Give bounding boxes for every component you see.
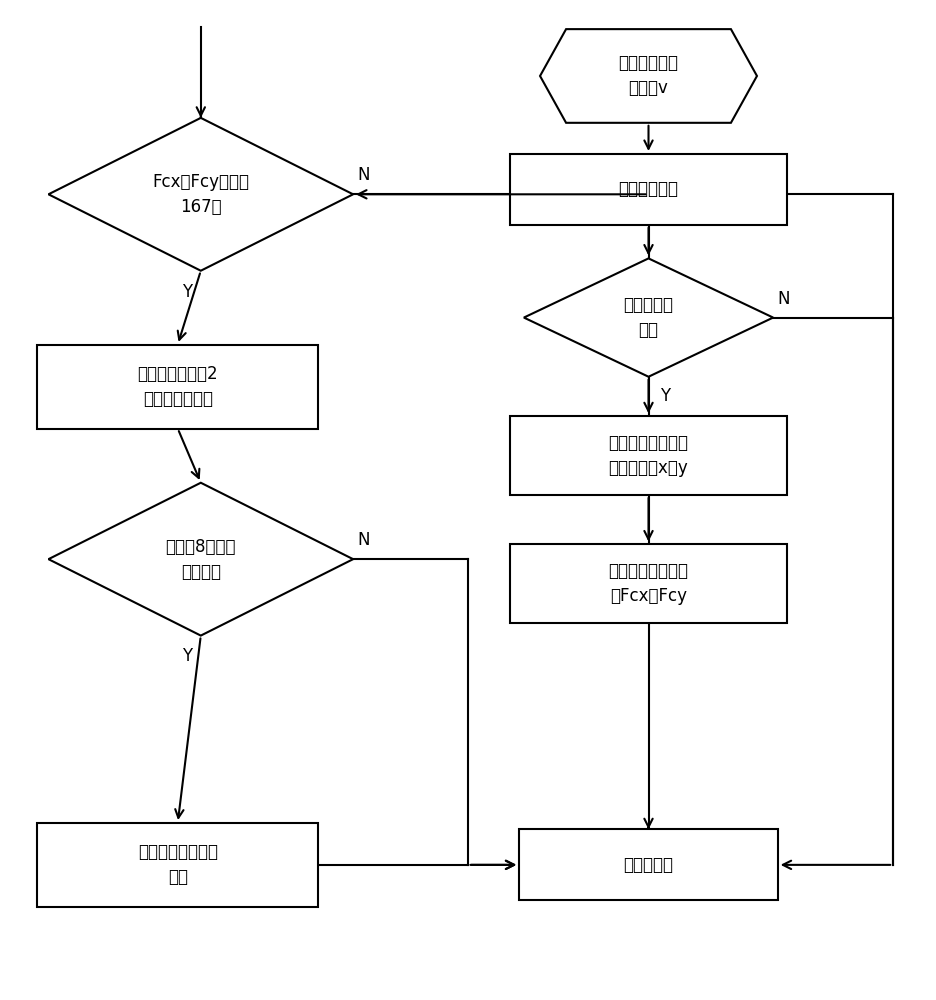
Bar — [519, 829, 777, 900]
Bar — [509, 544, 786, 623]
Text: 读入同步采集等角
度振动信号x、y: 读入同步采集等角 度振动信号x、y — [607, 434, 688, 477]
Text: N: N — [777, 290, 789, 308]
Text: 存在联轴器不对中
故障: 存在联轴器不对中 故障 — [138, 843, 217, 886]
Polygon shape — [49, 483, 353, 636]
Text: 存在过大峰
值？: 存在过大峰 值？ — [622, 296, 673, 339]
Text: Fcx、Fcy均小于
167？: Fcx、Fcy均小于 167？ — [153, 173, 249, 216]
Bar — [37, 823, 318, 907]
Bar — [509, 154, 786, 225]
Text: 绘制基于频域的2
倍合成轴心轨迹: 绘制基于频域的2 倍合成轴心轨迹 — [138, 365, 218, 408]
Text: 联轴器正常: 联轴器正常 — [622, 856, 673, 874]
Text: 计算功率谱重心指
标Fcx、Fcy: 计算功率谱重心指 标Fcx、Fcy — [607, 562, 688, 605]
Text: Y: Y — [182, 647, 192, 665]
Text: Y: Y — [182, 283, 192, 301]
Text: N: N — [358, 531, 370, 549]
Text: 绘制时域波形: 绘制时域波形 — [618, 180, 678, 198]
Text: 获取编码器速
度信号v: 获取编码器速 度信号v — [618, 54, 678, 97]
Text: N: N — [358, 166, 370, 184]
Polygon shape — [523, 258, 772, 377]
Polygon shape — [49, 118, 353, 271]
Bar — [37, 345, 318, 429]
Text: Y: Y — [659, 387, 669, 405]
Text: 轨迹为8字形或
香蕉形？: 轨迹为8字形或 香蕉形？ — [166, 538, 236, 581]
Bar — [509, 416, 786, 495]
Polygon shape — [539, 29, 756, 123]
